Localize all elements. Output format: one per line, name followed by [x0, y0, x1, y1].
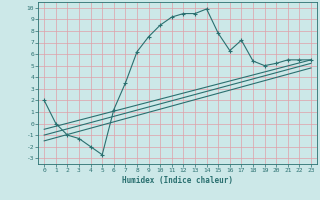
X-axis label: Humidex (Indice chaleur): Humidex (Indice chaleur) — [122, 176, 233, 185]
